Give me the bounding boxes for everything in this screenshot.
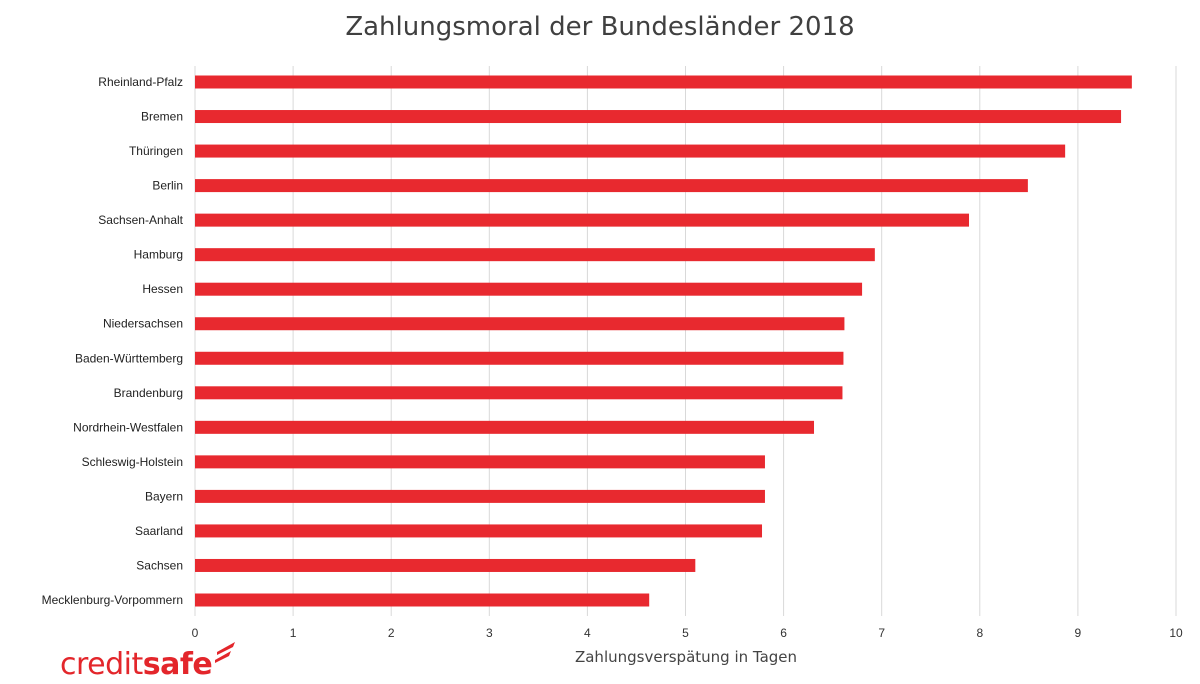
logo-text-credit: credit [60, 647, 143, 682]
category-label: Thüringen [129, 144, 183, 158]
category-label: Sachsen-Anhalt [98, 213, 183, 227]
bar-berlin [195, 179, 1028, 193]
x-tick-label: 0 [192, 626, 199, 640]
category-label: Baden-Württemberg [75, 351, 183, 365]
bar-niedersachsen [195, 317, 845, 331]
bar-hamburg [195, 248, 875, 262]
chart-title: Zahlungsmoral der Bundesländer 2018 [345, 12, 855, 42]
bar-mecklenburg-vorpommern [195, 593, 650, 607]
category-label: Sachsen [136, 558, 183, 572]
x-tick-label: 1 [290, 626, 297, 640]
creditsafe-logo: creditsafe [60, 642, 239, 682]
bar-baden-württemberg [195, 351, 844, 365]
bar-sachsen [195, 558, 696, 572]
logo-text-safe: safe [142, 647, 213, 682]
x-tick-label: 4 [584, 626, 591, 640]
bar-nordrhein-westfalen [195, 420, 815, 434]
category-label: Berlin [152, 179, 183, 193]
bar-rheinland-pfalz [195, 75, 1132, 89]
category-label: Bayern [145, 489, 183, 503]
logo-swoosh-icon [215, 642, 236, 663]
bar-sachsen-anhalt [195, 213, 970, 227]
bar-thüringen [195, 144, 1066, 158]
category-label: Hamburg [134, 248, 183, 262]
category-label: Saarland [135, 524, 183, 538]
bar-saarland [195, 524, 763, 538]
category-label: Nordrhein-Westfalen [73, 420, 183, 434]
category-label: Brandenburg [114, 386, 183, 400]
x-tick-label: 2 [388, 626, 395, 640]
category-label: Niedersachsen [103, 317, 183, 331]
bar-hessen [195, 282, 863, 296]
x-tick-label: 7 [878, 626, 885, 640]
x-tick-label: 9 [1075, 626, 1082, 640]
category-label: Rheinland-Pfalz [98, 75, 183, 89]
x-tick-label: 6 [780, 626, 787, 640]
bar-brandenburg [195, 386, 843, 400]
category-label: Mecklenburg-Vorpommern [42, 593, 183, 607]
x-tick-label: 5 [682, 626, 689, 640]
x-axis-label: Zahlungsverspätung in Tagen [574, 648, 798, 666]
x-tick-label: 8 [976, 626, 983, 640]
bar-schleswig-holstein [195, 455, 765, 469]
bar-bremen [195, 110, 1122, 124]
bar-bayern [195, 489, 765, 503]
category-label: Hessen [142, 282, 183, 296]
x-tick-label: 3 [486, 626, 493, 640]
x-tick-label: 10 [1169, 626, 1183, 640]
category-label: Schleswig-Holstein [82, 455, 183, 469]
category-label: Bremen [141, 110, 183, 124]
